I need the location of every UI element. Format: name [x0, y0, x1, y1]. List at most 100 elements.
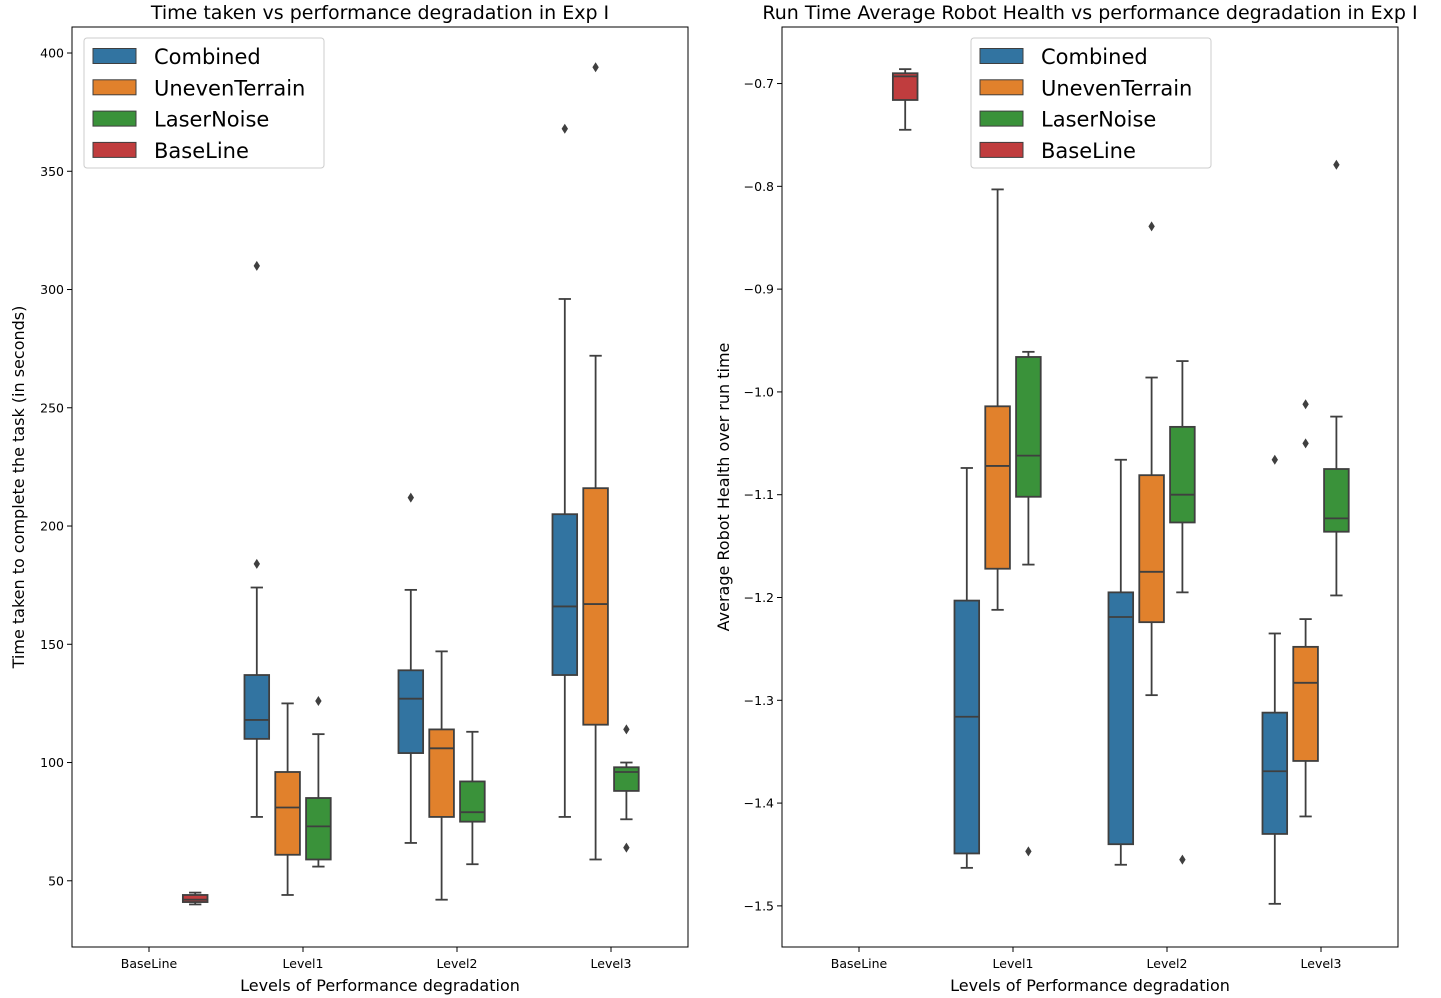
box-combined-level3	[1261, 454, 1289, 905]
legend-swatch	[979, 79, 1024, 96]
y-tick-label: −0.9	[744, 282, 774, 297]
y-axis-label: Average Robot Health over run time	[714, 343, 733, 632]
box-baseline-baseline	[181, 891, 209, 906]
legend-label: BaseLine	[154, 139, 249, 163]
outlier-point	[315, 696, 322, 707]
box-lasernoise-level1	[1015, 350, 1042, 857]
legend-label: LaserNoise	[1041, 108, 1156, 132]
y-tick-label: −1.0	[744, 384, 774, 399]
box-combined-level2	[1107, 458, 1135, 866]
box-lasernoise-level2	[459, 730, 486, 866]
y-tick-label: 50	[48, 873, 64, 888]
legend-swatch	[92, 141, 137, 158]
time-taken-chart: Time taken vs performance degradation in…	[9, 2, 689, 995]
box-combined-level2	[397, 492, 425, 844]
box-combined-level1	[953, 467, 981, 869]
y-tick-label: 200	[40, 519, 64, 534]
box-uneventerrain-level1	[984, 188, 1011, 611]
box-baseline-baseline	[891, 68, 919, 131]
box-uneventerrain-level2	[1138, 221, 1165, 697]
legend-swatch	[979, 48, 1024, 64]
legend-label: Combined	[154, 45, 261, 69]
legend-label: UnevenTerrain	[154, 76, 305, 100]
box-body	[582, 487, 609, 726]
box-combined-level1	[243, 260, 271, 818]
box-body	[1107, 591, 1135, 846]
box-body	[551, 513, 579, 676]
y-tick-label: −0.8	[744, 179, 774, 194]
box-body	[1169, 425, 1196, 524]
legend-label: LaserNoise	[154, 108, 269, 132]
y-tick-label: −1.4	[744, 796, 774, 811]
box-body	[397, 669, 425, 754]
legend-box	[83, 37, 325, 169]
y-tick-label: 350	[40, 164, 64, 179]
x-axis-label: Levels of Performance degradation	[240, 976, 520, 995]
outlier-point	[1025, 846, 1032, 857]
box-body	[1292, 645, 1319, 762]
y-axis-label: Time taken to complete the task (in seco…	[9, 306, 28, 670]
legend-swatch	[979, 110, 1024, 127]
box-body	[891, 72, 919, 101]
box-combined-level3	[551, 123, 579, 818]
legend-label: UnevenTerrain	[1041, 76, 1192, 100]
y-tick-label: −1.2	[744, 590, 774, 605]
x-tick-label: Level1	[283, 956, 324, 971]
box-body	[984, 405, 1011, 570]
outlier-point	[1148, 221, 1155, 232]
box-body	[428, 728, 455, 818]
y-tick-label: −1.1	[744, 487, 774, 502]
outlier-point	[253, 558, 260, 569]
outlier-point	[1302, 399, 1309, 410]
box-lasernoise-level3	[613, 724, 640, 853]
box-body	[181, 894, 209, 903]
outlier-point	[1302, 438, 1309, 449]
x-tick-label: Level3	[1301, 956, 1342, 971]
legend: Combined UnevenTerrain LaserNoise BaseLine	[83, 37, 325, 169]
box-body	[1261, 711, 1289, 835]
legend-swatch	[979, 141, 1024, 158]
box-lasernoise-level1	[305, 696, 332, 868]
box-uneventerrain-level1	[274, 702, 301, 896]
box-body	[1138, 474, 1165, 624]
y-tick-label: −0.7	[744, 76, 774, 91]
legend: Combined UnevenTerrain LaserNoise BaseLine	[970, 37, 1212, 169]
box-body	[613, 766, 640, 792]
box-uneventerrain-level3	[1292, 399, 1319, 818]
box-body	[243, 674, 271, 740]
chart-title: Time taken vs performance degradation in…	[150, 2, 609, 24]
legend-swatch	[92, 79, 137, 96]
y-tick-label: 250	[40, 400, 64, 415]
outlier-point	[592, 62, 599, 73]
outlier-point	[253, 260, 260, 271]
chart-title: Run Time Average Robot Health vs perform…	[762, 2, 1417, 24]
outlier-point	[623, 842, 630, 853]
outlier-point	[407, 492, 414, 503]
box-lasernoise-level2	[1169, 360, 1196, 865]
legend-box	[970, 37, 1212, 169]
outlier-point	[1271, 454, 1278, 465]
x-tick-label: Level3	[591, 956, 632, 971]
box-body	[953, 599, 981, 855]
y-tick-label: −1.5	[744, 898, 774, 913]
legend-label: Combined	[1041, 45, 1148, 69]
y-tick-label: −1.3	[744, 693, 774, 708]
y-tick-label: 400	[40, 46, 64, 61]
plot-frame	[71, 26, 689, 948]
x-tick-label: Level2	[1147, 956, 1188, 971]
y-tick-label: 100	[40, 755, 64, 770]
robot-health-chart: Run Time Average Robot Health vs perform…	[714, 2, 1418, 995]
box-body	[274, 771, 301, 856]
legend-swatch	[92, 48, 137, 64]
box-body	[459, 780, 486, 823]
box-body	[1323, 468, 1350, 533]
box-body	[1015, 356, 1042, 498]
box-lasernoise-level3	[1323, 159, 1350, 597]
x-tick-label: Level2	[437, 956, 478, 971]
box-body	[305, 797, 332, 861]
box-uneventerrain-level3	[582, 62, 609, 861]
outlier-point	[1333, 159, 1340, 170]
x-tick-label: BaseLine	[831, 956, 888, 971]
y-tick-label: 150	[40, 637, 64, 652]
